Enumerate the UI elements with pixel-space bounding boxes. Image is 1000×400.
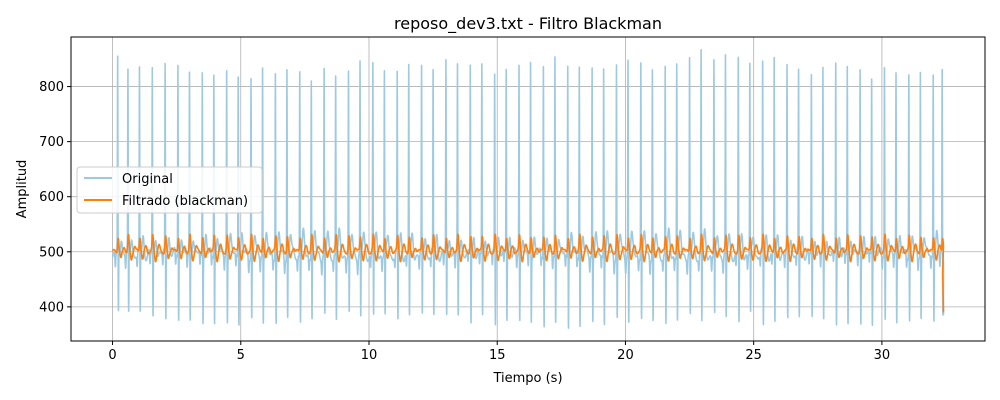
y-tick-label: 500 bbox=[39, 245, 64, 260]
x-tick-label: 25 bbox=[745, 348, 762, 363]
legend-box bbox=[76, 166, 263, 214]
plot-frame bbox=[70, 36, 986, 342]
x-tick-label: 15 bbox=[489, 348, 506, 363]
x-tick-label: 5 bbox=[237, 348, 245, 363]
y-tick-label: 400 bbox=[39, 300, 64, 315]
chart-title: reposo_dev3.txt - Filtro Blackman bbox=[394, 14, 662, 34]
x-tick-label: 20 bbox=[617, 348, 634, 363]
series-line-filtered bbox=[111, 233, 945, 313]
x-axis-label: Tiempo (s) bbox=[492, 371, 562, 386]
y-axis-label: Amplitud bbox=[15, 160, 30, 219]
ticks: 0 5 10 15 20 25 30 400 500 600 700 800 bbox=[39, 80, 890, 363]
legend: Original Filtrado (blackman) bbox=[76, 166, 263, 214]
x-tick-label: 0 bbox=[108, 348, 116, 363]
y-tick-label: 700 bbox=[39, 135, 64, 150]
legend-label-original: Original bbox=[122, 172, 173, 187]
y-tick-label: 600 bbox=[39, 190, 64, 205]
y-tick-label: 800 bbox=[39, 80, 64, 95]
x-tick-label: 10 bbox=[361, 348, 378, 363]
x-tick-label: 30 bbox=[874, 348, 891, 363]
legend-label-filtered: Filtrado (blackman) bbox=[122, 194, 248, 209]
series-layer bbox=[111, 48, 945, 329]
series-line-original bbox=[111, 48, 945, 329]
